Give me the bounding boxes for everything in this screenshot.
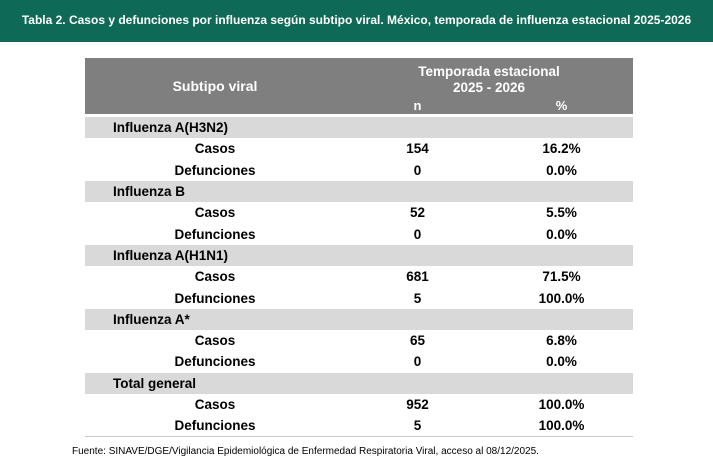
table-row: Defunciones 5 100.0% xyxy=(85,287,633,308)
cell-pct: 0.0% xyxy=(546,226,577,242)
header-season-group: Temporada estacional 2025 - 2026 n % xyxy=(345,58,633,114)
cell-pct: 6.8% xyxy=(546,333,577,349)
row-label: Casos xyxy=(194,397,236,412)
header-subtipo-viral: Subtipo viral xyxy=(172,78,258,94)
cell-pct: 5.5% xyxy=(546,205,577,221)
cell-pct: 100.0% xyxy=(538,418,585,434)
table-title-banner: Tabla 2. Casos y defunciones por influen… xyxy=(0,0,713,42)
table-row: Casos 952 100.0% xyxy=(85,394,633,415)
row-label: Casos xyxy=(194,333,236,349)
group-label: Influenza A(H3N2) xyxy=(113,120,229,136)
cell-pct: 0.0% xyxy=(546,354,577,370)
row-label: Defunciones xyxy=(174,418,256,434)
table-row: Casos 154 16.2% xyxy=(85,138,633,159)
table-row: Defunciones 0 0.0% xyxy=(85,160,633,181)
table-row: Casos 681 71.5% xyxy=(85,266,633,287)
table-row: Defunciones 5 100.0% xyxy=(85,415,633,436)
cell-pct: 71.5% xyxy=(542,269,581,285)
cell-n: 65 xyxy=(409,333,426,349)
cell-pct: 100.0% xyxy=(538,397,585,412)
group-row-influenza-b: Influenza B xyxy=(85,180,633,203)
row-label: Defunciones xyxy=(174,354,256,370)
group-label: Total general xyxy=(113,375,197,391)
header-season-title: Temporada estacional 2025 - 2026 xyxy=(345,58,633,98)
cell-n: 0 xyxy=(413,354,422,370)
header-pct-column: % xyxy=(555,98,568,113)
cell-n: 0 xyxy=(413,226,422,242)
cell-pct: 16.2% xyxy=(542,141,581,157)
cell-n: 681 xyxy=(406,269,429,285)
header-subcolumns: n % xyxy=(345,98,633,114)
cell-n: 5 xyxy=(413,290,422,306)
group-label: Influenza A* xyxy=(113,311,190,327)
cell-pct: 100.0% xyxy=(538,290,585,306)
group-label: Influenza B xyxy=(113,184,186,200)
group-row-h3n2: Influenza A(H3N2) xyxy=(85,117,633,139)
table-row: Defunciones 0 0.0% xyxy=(85,223,633,244)
cell-n: 52 xyxy=(409,205,426,221)
group-label: Influenza A(H1N1) xyxy=(113,247,229,263)
group-row-total-general: Total general xyxy=(85,372,633,394)
source-note: Fuente: SINAVE/DGE/Vigilancia Epidemioló… xyxy=(72,446,539,457)
cell-n: 154 xyxy=(406,141,429,157)
cell-n: 0 xyxy=(413,162,422,178)
header-season-line1: Temporada estacional xyxy=(418,63,560,79)
table-body: Influenza A(H3N2) Casos 154 16.2% Defunc… xyxy=(85,117,633,438)
row-label: Casos xyxy=(194,141,236,157)
influenza-subtype-table: Subtipo viral Temporada estacional 2025 … xyxy=(85,58,633,438)
table-row: Defunciones 0 0.0% xyxy=(85,351,633,372)
header-n-column: n xyxy=(413,98,422,113)
header-season-line2: 2025 - 2026 xyxy=(452,79,526,95)
table-title-text: Tabla 2. Casos y defunciones por influen… xyxy=(21,13,692,28)
table-header: Subtipo viral Temporada estacional 2025 … xyxy=(85,58,633,114)
table-row: Casos 52 5.5% xyxy=(85,202,633,223)
table-row: Casos 65 6.8% xyxy=(85,330,633,351)
row-label: Defunciones xyxy=(174,226,256,242)
row-label: Defunciones xyxy=(174,162,256,178)
group-row-influenza-a: Influenza A* xyxy=(85,308,633,330)
cell-pct: 0.0% xyxy=(546,162,577,178)
row-label: Casos xyxy=(194,205,236,221)
cell-n: 952 xyxy=(406,397,429,412)
row-label: Casos xyxy=(194,269,236,285)
group-row-h1n1: Influenza A(H1N1) xyxy=(85,244,633,267)
cell-n: 5 xyxy=(413,418,422,434)
row-label: Defunciones xyxy=(174,290,256,306)
